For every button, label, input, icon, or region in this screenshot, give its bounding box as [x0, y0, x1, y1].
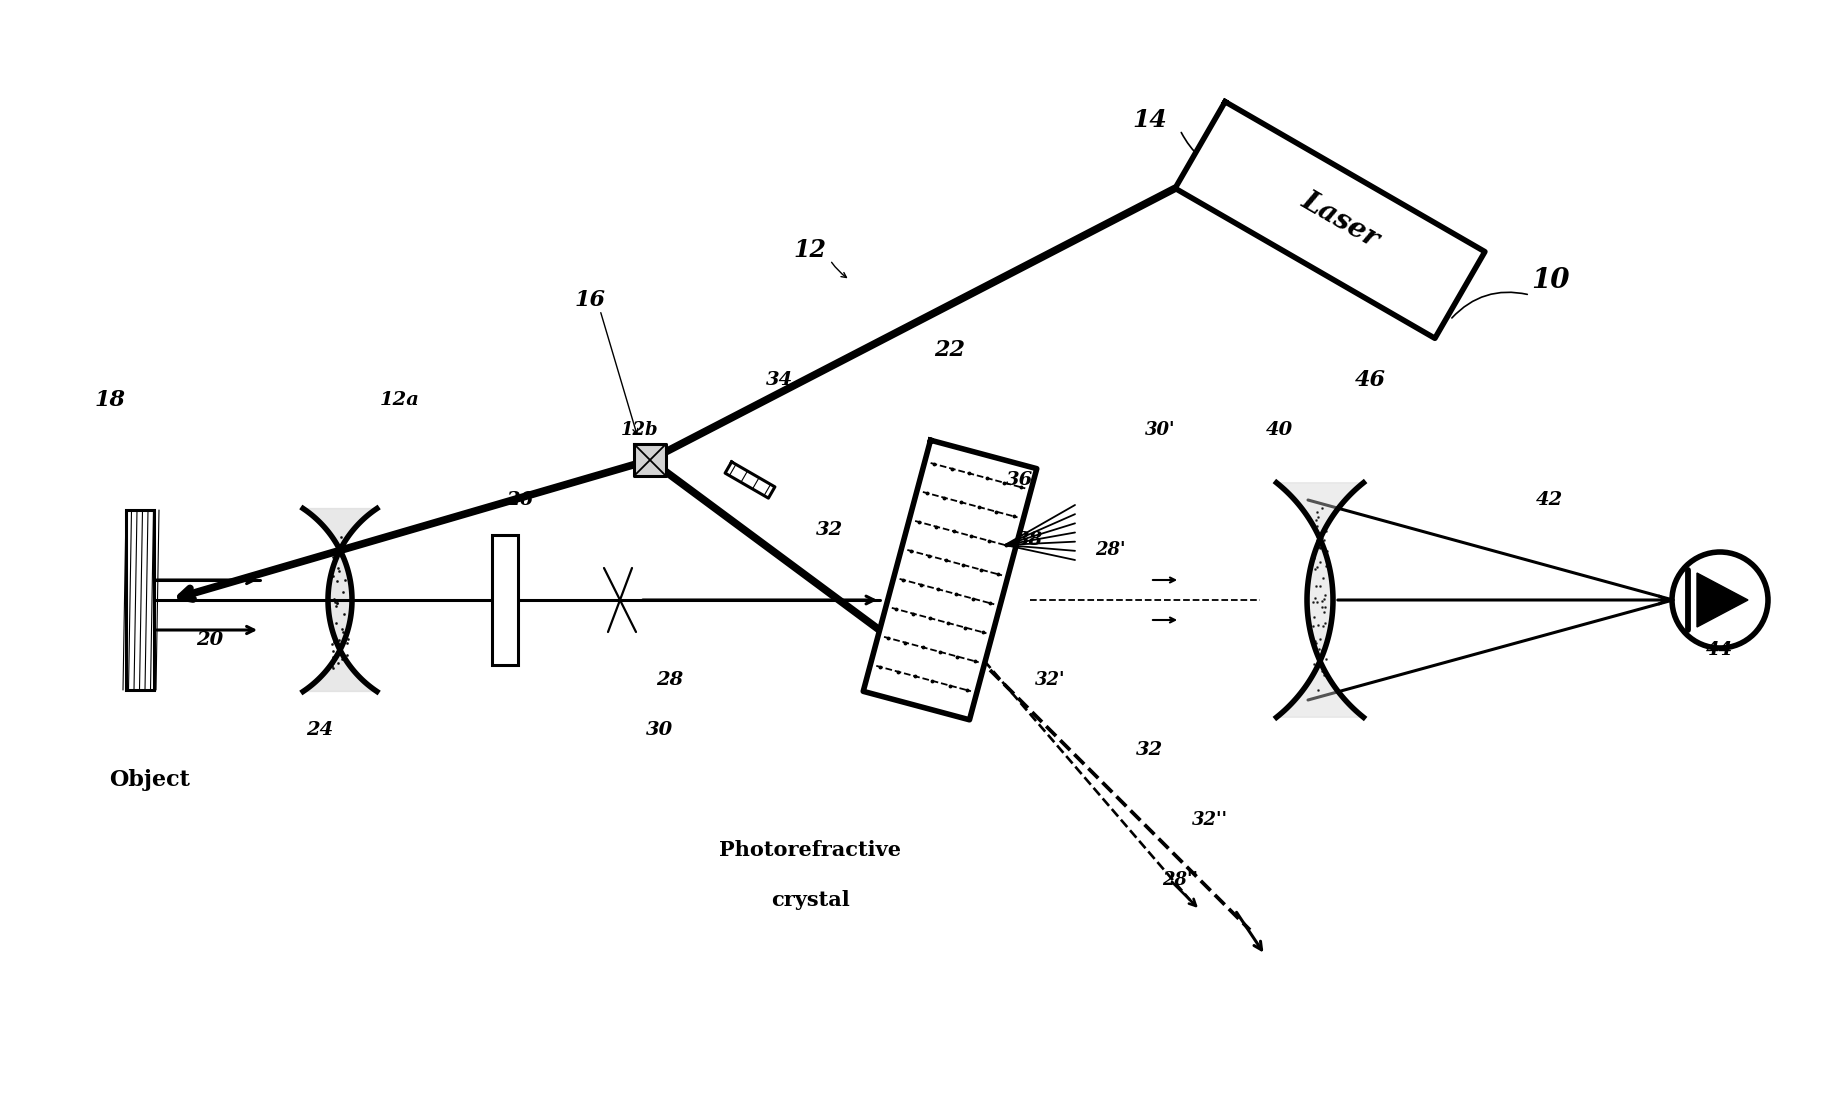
Text: 34: 34 — [767, 371, 794, 389]
Polygon shape — [634, 444, 667, 476]
Text: 22: 22 — [935, 339, 966, 361]
Polygon shape — [725, 462, 774, 498]
Polygon shape — [864, 441, 1037, 720]
Text: 24: 24 — [306, 721, 333, 739]
Text: 14: 14 — [1133, 108, 1168, 132]
FancyBboxPatch shape — [492, 535, 517, 665]
Polygon shape — [302, 508, 377, 692]
Text: 38: 38 — [1017, 531, 1044, 549]
Text: 42: 42 — [1536, 492, 1563, 509]
Text: Laser: Laser — [1295, 187, 1383, 254]
Text: 32': 32' — [1035, 671, 1066, 689]
Text: 44: 44 — [1707, 641, 1733, 659]
Text: 12a: 12a — [381, 391, 419, 408]
Text: 10: 10 — [1530, 267, 1569, 293]
Polygon shape — [1175, 102, 1485, 339]
Text: 32'': 32'' — [1192, 811, 1228, 829]
Polygon shape — [1696, 573, 1747, 627]
Text: 32: 32 — [816, 521, 844, 539]
Text: Photorefractive: Photorefractive — [720, 840, 902, 860]
Text: 32: 32 — [1137, 741, 1164, 759]
Text: crystal: crystal — [771, 890, 849, 910]
Text: 16: 16 — [574, 289, 605, 311]
Text: 26: 26 — [507, 492, 534, 509]
Text: 28': 28' — [1095, 541, 1126, 559]
Text: Object: Object — [109, 769, 191, 792]
Text: 20: 20 — [197, 631, 224, 649]
Text: 18: 18 — [95, 389, 126, 411]
Text: 12b: 12b — [621, 421, 660, 439]
Text: 36: 36 — [1006, 470, 1033, 489]
Text: 46: 46 — [1354, 369, 1385, 391]
Text: 40: 40 — [1266, 421, 1294, 439]
Text: 28: 28 — [656, 671, 683, 689]
Text: 28'': 28'' — [1162, 871, 1199, 889]
Text: 30: 30 — [647, 721, 674, 739]
Text: 12: 12 — [794, 238, 827, 262]
Text: 30': 30' — [1144, 421, 1175, 439]
Polygon shape — [1277, 483, 1363, 717]
